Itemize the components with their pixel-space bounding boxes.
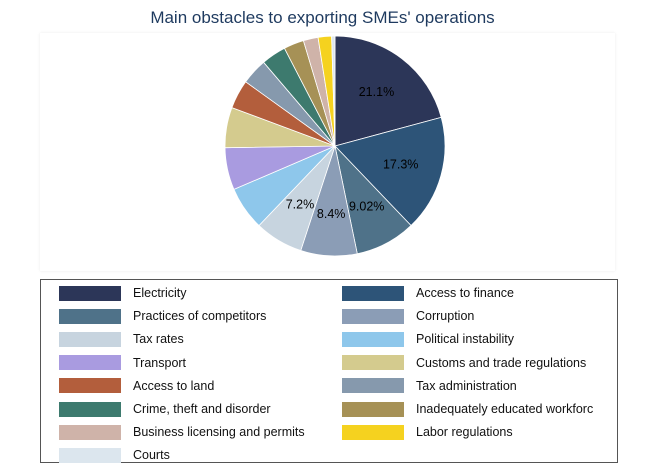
legend-swatch — [342, 331, 404, 347]
legend-label: Corruption — [416, 309, 475, 324]
legend-label: Inadequately educated workforc — [416, 402, 594, 416]
legend-label: Political instability — [416, 332, 514, 347]
legend-item: Inadequately educated workforc — [342, 400, 593, 418]
legend-item: Access to finance — [342, 284, 514, 302]
legend-item: Electricity — [59, 284, 186, 302]
slice-label-1: 17.3% — [383, 157, 418, 171]
legend-item: Tax administration — [342, 377, 517, 395]
legend-label: Courts — [133, 448, 170, 463]
legend-label: Customs and trade regulations — [416, 355, 587, 370]
legend-item: Crime, theft and disorder — [59, 400, 271, 418]
legend-item: Business licensing and permits — [59, 423, 305, 441]
slice-label-4: 7.2% — [286, 198, 315, 212]
slice-label-3: 8.4% — [317, 207, 346, 221]
legend-item: Customs and trade regulations — [342, 354, 586, 372]
slice-label-0: 21.1% — [359, 85, 394, 99]
plot-area: 21.1% 17.3% 9.02% 8.4% 7.2% — [40, 33, 615, 271]
pie-chart: 21.1% 17.3% 9.02%8.4%7.2% — [224, 35, 446, 257]
legend-swatch — [59, 447, 121, 463]
legend-label: Labor regulations — [416, 425, 513, 440]
legend-swatch — [342, 424, 404, 440]
legend-item: Access to land — [59, 377, 214, 395]
legend-swatch — [59, 308, 121, 324]
legend-item: Political instability — [342, 330, 514, 348]
legend-swatch — [342, 378, 404, 394]
legend-label: Electricity — [133, 286, 187, 300]
legend-item: Tax rates — [59, 330, 184, 348]
legend-swatch — [59, 424, 121, 440]
legend-label: Tax administration — [416, 378, 517, 393]
legend-swatch — [59, 355, 121, 371]
legend-label: Transport — [133, 355, 187, 370]
pie-slice-1 — [334, 116, 446, 227]
legend-swatch — [59, 401, 121, 417]
legend-item: Practices of competitors — [59, 307, 266, 325]
legend-swatch — [342, 285, 404, 301]
legend-label: Tax rates — [133, 332, 184, 347]
legend: Electricity Access to finance Practices of… — [40, 279, 618, 463]
legend-item: Corruption — [342, 307, 474, 325]
legend-label: Crime, theft and disorder — [133, 402, 271, 416]
legend-swatch — [59, 378, 121, 394]
legend-swatch — [342, 355, 404, 371]
pie-slice-14 — [331, 35, 336, 147]
legend-label: Access to land — [133, 378, 215, 393]
legend-label: Practices of competitors — [133, 309, 267, 324]
slice-label-2: 9.02% — [349, 199, 384, 213]
legend-item: Courts — [59, 446, 170, 464]
legend-swatch — [59, 331, 121, 347]
chart-title: Main obstacles to exporting SMEs' operat… — [150, 8, 495, 27]
legend-label: Access to finance — [416, 286, 514, 300]
pie-slice-0 — [334, 35, 442, 147]
legend-item: Labor regulations — [342, 423, 513, 441]
legend-swatch — [59, 285, 121, 301]
legend-swatch — [342, 308, 404, 324]
legend-label: Business licensing and permits — [133, 425, 305, 440]
legend-item: Transport — [59, 354, 186, 372]
legend-swatch — [342, 401, 404, 417]
